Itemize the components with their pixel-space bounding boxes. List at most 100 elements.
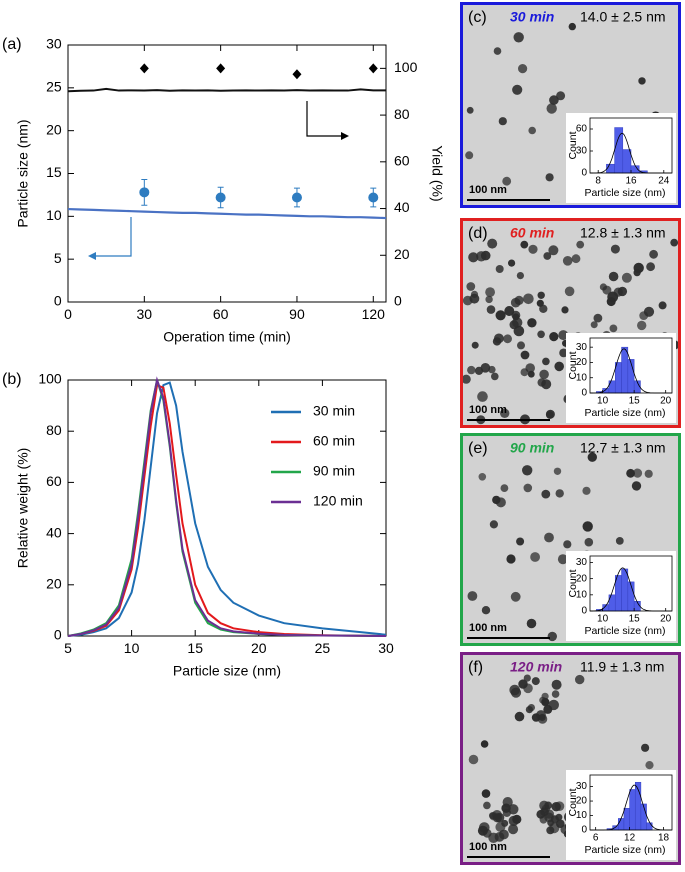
particle: [544, 801, 553, 810]
arrow-head: [88, 252, 96, 260]
particle: [541, 489, 551, 499]
particle: [549, 95, 559, 105]
y-tick-label: 20: [576, 796, 588, 807]
y2-tick-label: 40: [394, 199, 410, 215]
x-tick-label: 15: [629, 396, 641, 407]
y-tick-label: 20: [46, 121, 62, 137]
particle: [544, 532, 554, 543]
data-point: [216, 63, 226, 74]
particle: [541, 379, 552, 390]
particle: [481, 789, 491, 798]
y-tick-label: 10: [576, 589, 588, 600]
x-tick-label: 5: [64, 640, 72, 656]
data-point: [368, 192, 379, 203]
size-label: 11.9 ± 1.3 nm: [580, 659, 664, 675]
particle: [542, 357, 550, 366]
particle: [632, 468, 643, 478]
particle: [488, 832, 499, 843]
tem-frame: [460, 218, 681, 428]
particle: [539, 815, 548, 824]
particle: [493, 47, 502, 55]
time-label: 30 min: [510, 9, 554, 25]
particle: [599, 283, 608, 291]
y-tick-label: 0: [581, 606, 587, 617]
x-axis-title: Particle size (nm): [584, 187, 665, 199]
particle: [500, 408, 510, 418]
particle: [562, 255, 573, 266]
panel-label: (e): [468, 440, 488, 457]
particle: [527, 318, 537, 328]
y-tick-label: 10: [576, 810, 588, 821]
particle: [508, 815, 519, 827]
data-point: [292, 69, 302, 80]
y-tick-label: 30: [576, 342, 588, 353]
particle: [481, 606, 491, 615]
scale-bar-label: 100 nm: [469, 184, 507, 196]
particle: [639, 311, 649, 320]
size-label: 12.7 ± 1.3 nm: [580, 440, 666, 456]
particle: [593, 313, 603, 323]
particle: [486, 305, 496, 314]
particle: [520, 368, 529, 377]
particle: [477, 825, 488, 836]
y2-tick-label: 20: [394, 246, 410, 262]
histogram-bar: [621, 346, 629, 394]
y-axis-title: Count: [567, 569, 579, 597]
y-tick-label: 20: [576, 357, 588, 368]
particle: [508, 259, 516, 267]
size-label: 14.0 ± 2.5 nm: [580, 9, 666, 25]
y-axis-title: Particle size (nm): [15, 119, 31, 227]
particle: [557, 554, 568, 565]
particle: [495, 497, 506, 508]
particle: [546, 826, 555, 835]
particle: [555, 813, 563, 821]
y-tick-label: 0: [581, 168, 587, 179]
histogram-bar: [622, 149, 632, 174]
particle: [514, 711, 525, 722]
particle: [477, 391, 488, 402]
particle: [503, 334, 512, 344]
particle: [537, 291, 545, 299]
data-line: [67, 207, 387, 220]
particle: [480, 363, 491, 373]
particle: [502, 808, 511, 818]
particle: [527, 704, 536, 712]
y-tick-label: 30: [46, 36, 62, 52]
y-tick-label: 20: [576, 573, 588, 584]
particle: [527, 370, 535, 378]
tem-frame: [460, 2, 681, 208]
tem-frame: [460, 433, 681, 646]
y-tick-label: 30: [576, 146, 588, 157]
panel-label: (d): [468, 225, 488, 242]
y-tick-label: 60: [576, 124, 588, 135]
particle: [516, 272, 525, 280]
particle: [617, 286, 628, 297]
particle: [489, 812, 496, 820]
data-point: [291, 192, 302, 203]
particle: [556, 819, 565, 828]
particle: [644, 469, 653, 478]
particle: [523, 674, 531, 682]
x-tick-label: 15: [629, 614, 641, 625]
particle: [523, 293, 534, 305]
particle: [549, 332, 559, 342]
histogram-bar: [621, 568, 629, 612]
y-tick-label: 10: [46, 207, 62, 223]
particle: [465, 151, 474, 160]
particle: [544, 809, 554, 819]
particle: [631, 481, 642, 491]
data-line: [67, 383, 387, 637]
annotation-arrow: [306, 101, 345, 137]
histogram-bar: [623, 808, 630, 831]
particle: [520, 240, 529, 249]
particle: [556, 91, 566, 101]
particle: [575, 674, 585, 685]
particle: [543, 252, 552, 260]
data-line: [67, 381, 387, 637]
particle: [559, 348, 568, 358]
particle: [523, 483, 533, 493]
x-tick-label: 15: [187, 640, 203, 656]
y2-tick-label: 60: [394, 153, 410, 169]
